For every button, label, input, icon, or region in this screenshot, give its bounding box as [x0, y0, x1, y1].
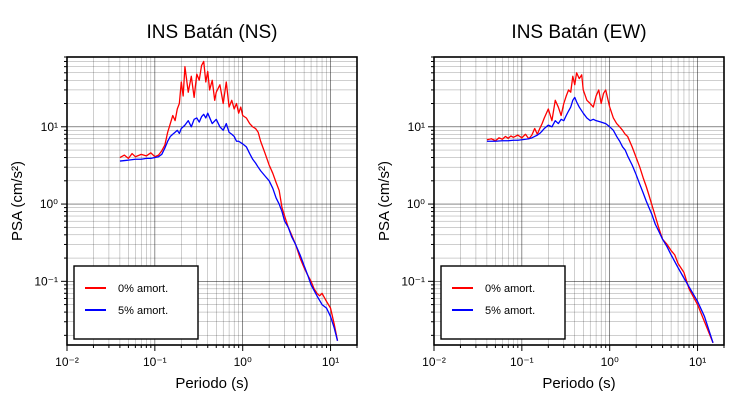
y-tick-label: 10⁻¹	[34, 274, 58, 288]
chart-ns: 10⁻² 10⁻¹ 10⁰ 10¹ 10⁻¹ 10⁰ 10¹ INS Batán (NS) Pe…	[9, 22, 358, 392]
y-tick-label: 10⁻¹	[401, 274, 425, 288]
x-tick-label: 10¹	[322, 355, 339, 369]
legend-box	[73, 265, 199, 340]
legend: 0% amort. 5% amort.	[73, 265, 199, 340]
series-line-red	[486, 72, 714, 344]
x-tick-label: 10¹	[689, 355, 706, 369]
chart-title: INS Batán (NS)	[147, 22, 278, 43]
axis-ticks	[428, 56, 725, 351]
chart-title: INS Batán (EW)	[511, 22, 646, 43]
y-tick-label: 10¹	[41, 120, 58, 134]
plot-frame	[433, 56, 725, 346]
x-tick-label: 10⁰	[234, 355, 252, 369]
series-line-blue	[119, 112, 339, 341]
x-tick-label: 10⁰	[601, 355, 619, 369]
y-tick-label: 10⁰	[40, 197, 58, 211]
y-tick-label: 10¹	[408, 120, 425, 134]
x-tick-label: 10⁻¹	[143, 355, 167, 369]
series-line-blue	[486, 96, 714, 344]
plot-frame	[66, 56, 358, 346]
x-tick-label: 10⁻²	[422, 355, 446, 369]
chart-ew: 10⁻² 10⁻¹ 10⁰ 10¹ 10⁻¹ 10⁰ 10¹ INS Batán (EW) Pe…	[376, 22, 725, 392]
y-axis-label: PSA (cm/s²)	[9, 161, 26, 241]
grid	[66, 56, 358, 345]
legend: 0% amort. 5% amort.	[440, 265, 566, 340]
legend-label: 5% amort.	[118, 305, 168, 317]
x-tick-label: 10⁻²	[55, 355, 79, 369]
legend-label: 0% amort.	[485, 283, 535, 295]
legend-box	[440, 265, 566, 340]
axis-ticks	[61, 56, 358, 351]
legend-label: 0% amort.	[118, 283, 168, 295]
x-axis-label: Periodo (s)	[175, 375, 248, 392]
x-axis-label: Periodo (s)	[542, 375, 615, 392]
y-axis-label: PSA (cm/s²)	[376, 161, 393, 241]
x-tick-label: 10⁻¹	[510, 355, 534, 369]
legend-label: 5% amort.	[485, 305, 535, 317]
y-tick-label: 10⁰	[407, 197, 425, 211]
